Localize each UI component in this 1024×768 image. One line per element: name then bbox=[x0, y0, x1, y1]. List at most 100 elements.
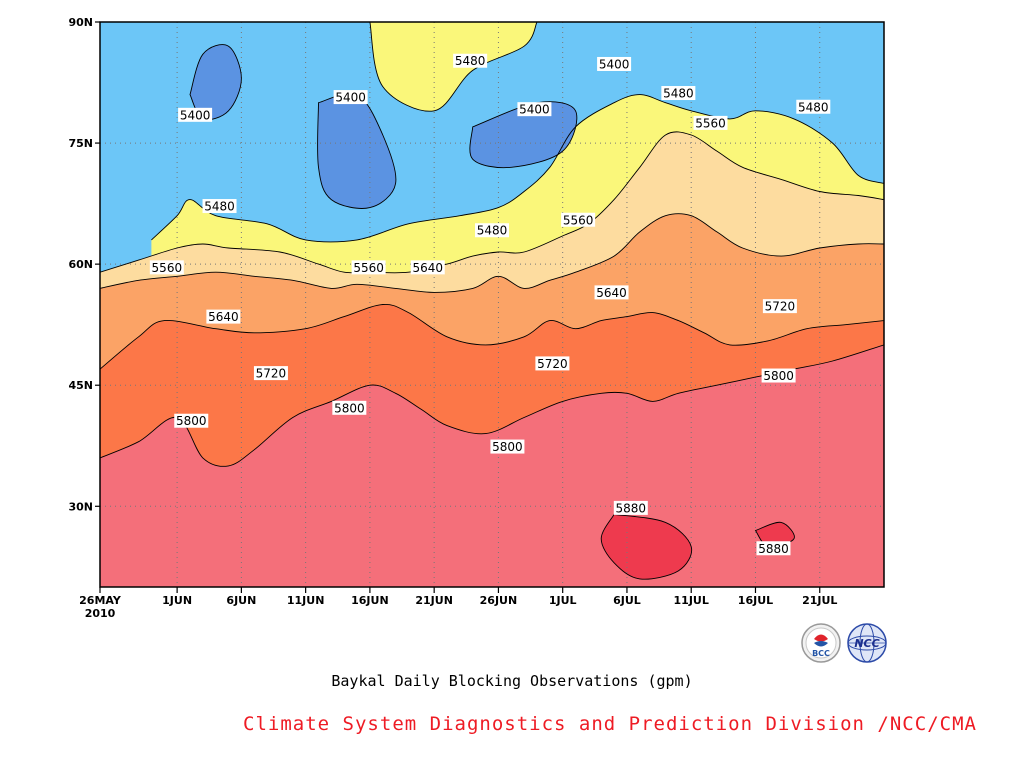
contour-label-text: 5800 bbox=[763, 369, 794, 383]
contour-label-bg bbox=[693, 115, 728, 130]
contour-label-text: 5640 bbox=[596, 286, 627, 300]
contour-label-bg bbox=[174, 413, 209, 428]
contour-label-bg bbox=[475, 223, 509, 238]
contour-label-5800-20: 5800 bbox=[332, 400, 367, 415]
credit-line: Climate System Diagnostics and Predictio… bbox=[243, 713, 977, 735]
contour-label-5720-16: 5720 bbox=[253, 366, 288, 381]
contour-label-5640-15: 5640 bbox=[594, 285, 629, 300]
ncc-logo: NCC bbox=[847, 623, 887, 663]
x-tick-label: 26JUN bbox=[480, 594, 518, 607]
x-tick-year-label: 2010 bbox=[85, 607, 116, 620]
contour-label-bg bbox=[535, 356, 570, 371]
contour-label-5480-7: 5480 bbox=[202, 199, 237, 214]
contour-label-bg bbox=[332, 400, 367, 415]
contour-label-bg bbox=[761, 368, 796, 383]
contour-label-bg bbox=[756, 541, 791, 556]
contour-label-text: 5560 bbox=[353, 261, 384, 275]
x-tick-label: 26MAY bbox=[79, 594, 122, 607]
low-cell-2 bbox=[469, 101, 577, 168]
band-above-5800 bbox=[100, 344, 884, 587]
contour-label-text: 5480 bbox=[663, 87, 694, 101]
contour-label-text: 5480 bbox=[798, 100, 829, 114]
contour-label-text: 5800 bbox=[492, 440, 523, 454]
contour-label-bg bbox=[597, 56, 632, 71]
contour-label-5560-11: 5560 bbox=[149, 260, 184, 275]
contour-label-text: 5800 bbox=[176, 414, 207, 428]
contour-label-bg bbox=[149, 260, 184, 275]
contour-line-layer bbox=[100, 22, 884, 580]
contour-label-5800-21: 5800 bbox=[490, 439, 525, 454]
contour-label-text: 5640 bbox=[208, 310, 239, 324]
contour-label-text: 5640 bbox=[412, 261, 443, 275]
x-tick-label: 21JUN bbox=[415, 594, 453, 607]
grid-layer bbox=[100, 22, 884, 587]
contour-label-5560-12: 5560 bbox=[351, 260, 386, 275]
contour-label-text: 5480 bbox=[455, 54, 486, 68]
x-tick-label: 11JUL bbox=[674, 594, 709, 607]
contour-label-text: 5400 bbox=[599, 57, 630, 71]
bcc-logo: BCC bbox=[801, 623, 841, 663]
contour-label-5720-18: 5720 bbox=[762, 299, 797, 314]
y-tick-label: 45N bbox=[68, 379, 93, 392]
contour-label-5800-22: 5800 bbox=[761, 368, 796, 383]
contour-label-text: 5880 bbox=[616, 501, 647, 515]
contour-label-bg bbox=[178, 107, 213, 122]
contour-label-text: 5720 bbox=[537, 357, 568, 371]
contour-label-bg bbox=[613, 500, 648, 515]
contour-label-bg bbox=[661, 86, 696, 101]
contour-label-5800-19: 5800 bbox=[174, 413, 209, 428]
contour-label-text: 5400 bbox=[180, 108, 211, 122]
contour-label-5480-4: 5480 bbox=[453, 53, 488, 68]
high-cell-1 bbox=[755, 522, 795, 547]
contour-label-5400-3: 5400 bbox=[597, 56, 632, 71]
ncc-logo-text: NCC bbox=[854, 637, 879, 650]
contour-label-bg bbox=[410, 260, 445, 275]
contour-label-5560-9: 5560 bbox=[693, 115, 728, 130]
y-tick-label: 60N bbox=[68, 258, 93, 271]
contour-label-text: 5560 bbox=[152, 261, 183, 275]
contour-label-5480-8: 5480 bbox=[475, 223, 509, 238]
high-cell-0 bbox=[601, 514, 692, 580]
contour-label-text: 5480 bbox=[477, 224, 508, 238]
contour-label-5720-17: 5720 bbox=[535, 356, 570, 371]
contour-line-5560-0 bbox=[100, 131, 884, 274]
contour-label-bg bbox=[561, 212, 596, 227]
contour-label-text: 5400 bbox=[519, 103, 550, 117]
contour-label-bg bbox=[762, 299, 797, 314]
contour-label-text: 5720 bbox=[765, 300, 796, 314]
contour-label-5480-6: 5480 bbox=[796, 99, 831, 114]
contour-label-text: 5880 bbox=[758, 542, 789, 556]
x-tick-label: 11JUN bbox=[287, 594, 325, 607]
x-tick-label: 1JUN bbox=[162, 594, 192, 607]
contour-line-5480-10 bbox=[151, 94, 884, 243]
contour-label-5640-14: 5640 bbox=[206, 309, 241, 324]
contour-label-bg bbox=[594, 285, 629, 300]
x-tick-label: 21JUL bbox=[802, 594, 837, 607]
chart-title: Baykal Daily Blocking Observations (gpm) bbox=[331, 672, 693, 690]
bcc-logo-text: BCC bbox=[812, 649, 830, 658]
contour-line-5800-3 bbox=[100, 344, 884, 467]
y-tick-label: 90N bbox=[68, 16, 93, 29]
contour-label-5480-5: 5480 bbox=[661, 86, 696, 101]
contour-fill-layer bbox=[100, 22, 884, 587]
contour-label-bg bbox=[517, 102, 552, 117]
y-tick-label: 75N bbox=[68, 137, 93, 150]
contour-label-5880-23: 5880 bbox=[613, 500, 648, 515]
contour-label-bg bbox=[796, 99, 831, 114]
contour-label-5560-10: 5560 bbox=[561, 212, 596, 227]
contour-label-text: 5480 bbox=[204, 200, 235, 214]
contour-label-bg bbox=[253, 366, 288, 381]
contour-line-5720-2 bbox=[100, 303, 884, 370]
contour-label-text: 5560 bbox=[563, 213, 594, 227]
contour-label-text: 5800 bbox=[334, 401, 365, 415]
plot-frame bbox=[99, 21, 885, 588]
contour-line-5480-9 bbox=[369, 22, 538, 112]
low-cell-1 bbox=[317, 93, 396, 209]
contour-label-5400-0: 5400 bbox=[178, 107, 213, 122]
contour-label-bg bbox=[206, 309, 241, 324]
contour-label-5880-24: 5880 bbox=[756, 541, 791, 556]
contour-label-5400-2: 5400 bbox=[517, 102, 552, 117]
contour-label-bg bbox=[333, 90, 368, 105]
